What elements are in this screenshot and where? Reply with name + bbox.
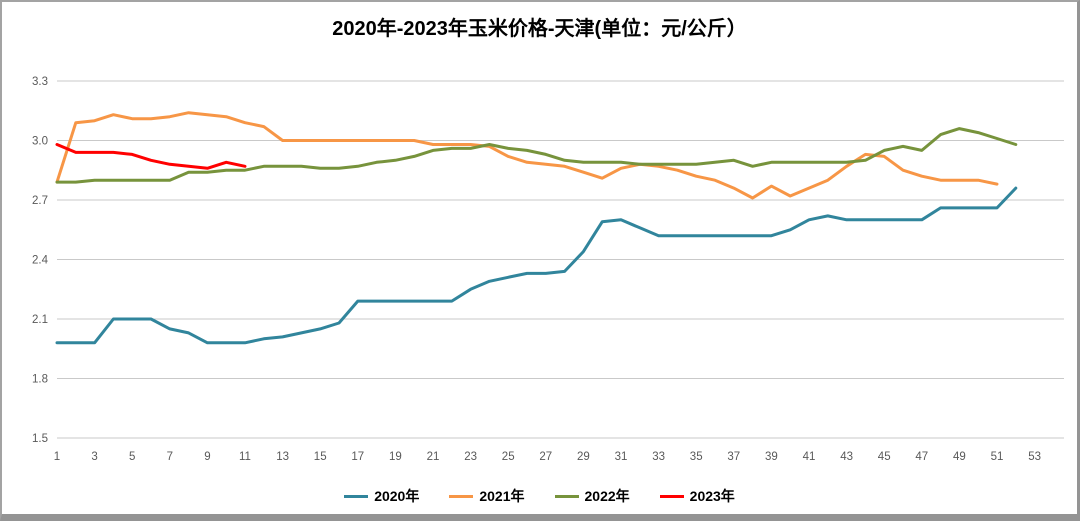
gridline: 3.0	[32, 136, 48, 148]
plot-area: 1.51.82.12.42.73.03.31 3 5 7 9 11 13 15 17 19 21 23…	[32, 76, 1064, 463]
x-axis-tick-label: 13	[276, 451, 289, 463]
legend-item: 2021年	[449, 486, 525, 506]
gridline: 2.1	[32, 314, 48, 326]
x-axis-tick-label: 33	[652, 451, 665, 463]
x-axis-tick-label: 47	[915, 451, 928, 463]
legend-item: 2020年	[344, 486, 419, 506]
gridline: 1.5	[32, 433, 48, 445]
legend-line-swatch	[449, 494, 474, 498]
x-axis-tick-label: 11	[239, 451, 251, 463]
series-line-2022年	[55, 127, 1018, 184]
legend-label: 2020年	[374, 488, 420, 504]
legend-label: 2021年	[479, 488, 525, 504]
legend-label: 2023年	[689, 488, 735, 504]
x-axis-tick-label: 49	[953, 451, 966, 463]
x-axis-tick-label: 3	[91, 451, 97, 463]
gridline: 2.7	[32, 195, 48, 207]
x-axis-tick-label: 31	[615, 451, 628, 463]
x-axis-tick-label: 9	[204, 451, 210, 463]
legend-item: 2022年	[554, 486, 630, 506]
x-axis-tick-label: 7	[167, 451, 173, 463]
x-axis-tick-label: 27	[539, 451, 552, 463]
x-axis-tick-label: 17	[351, 451, 364, 463]
x-axis-tick-label: 39	[765, 451, 778, 463]
legend-label: 2022年	[584, 488, 630, 504]
legend-item: 2023年	[659, 486, 735, 506]
x-axis-tick-label: 23	[464, 451, 477, 463]
x-axis-tick-label: 21	[427, 451, 440, 463]
legend-line-swatch	[659, 494, 684, 498]
y-axis-tick-label: 3.3	[32, 76, 48, 88]
series-line-2020年	[55, 186, 1018, 345]
x-axis-tick-label: 37	[727, 451, 740, 463]
legend-line-swatch	[554, 494, 579, 498]
x-axis-tick-label: 25	[502, 451, 515, 463]
legend: 2020年 2021年 2022年 2023年	[2, 486, 1077, 506]
x-axis-tick-label: 15	[314, 451, 327, 463]
x-axis-tick-label: 29	[577, 451, 590, 463]
chart-title: 2020年-2023年玉米价格-天津(单位：元/公斤）	[332, 18, 747, 40]
x-axis-tick-label: 35	[690, 451, 703, 463]
x-axis-tick-label: 45	[878, 451, 891, 463]
x-axis-tick-label: 1	[54, 451, 60, 463]
gridline: 2.4	[32, 255, 49, 267]
x-axis-tick-label: 19	[389, 451, 402, 463]
x-axis-tick-label: 41	[803, 451, 816, 463]
series-line-2023年	[55, 143, 247, 170]
x-axis-tick-label: 43	[840, 451, 853, 463]
x-axis-tick-label: 5	[129, 451, 135, 463]
legend-line-swatch	[344, 494, 369, 498]
x-axis-tick-label: 51	[991, 451, 1004, 463]
gridline: 1.8	[32, 374, 48, 386]
x-axis-tick-label: 53	[1028, 451, 1041, 463]
series-line-2021年	[55, 111, 999, 200]
